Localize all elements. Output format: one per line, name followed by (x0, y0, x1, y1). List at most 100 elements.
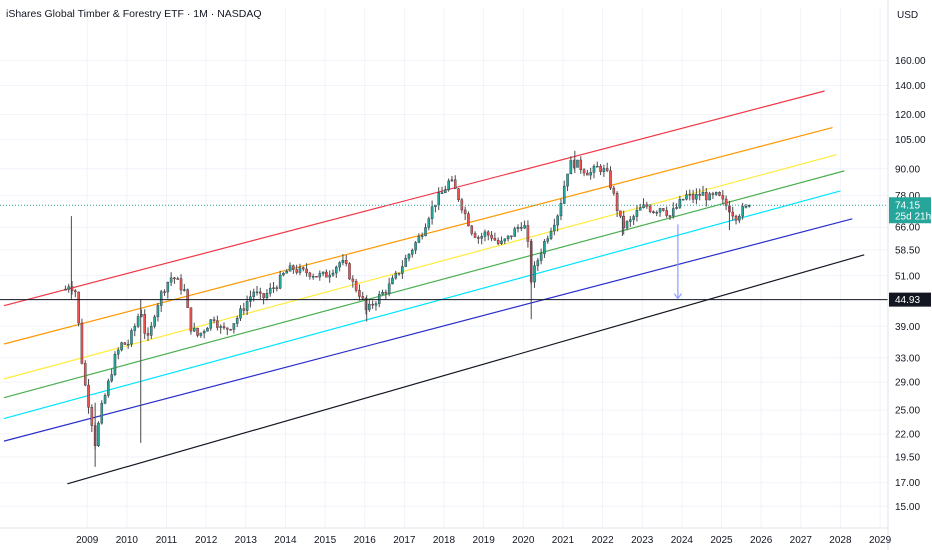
last-price-tag (889, 197, 931, 224)
candle-up (107, 380, 110, 396)
candle-down (163, 291, 166, 293)
candle-down (645, 204, 649, 207)
candle-up (553, 224, 556, 232)
x-tick-label: 2028 (829, 535, 852, 546)
candle-up (401, 266, 404, 274)
candle-down (734, 215, 738, 221)
candle-up (404, 258, 407, 267)
candle-down (711, 193, 715, 195)
x-tick-label: 2014 (274, 535, 297, 546)
candle-up (394, 272, 398, 279)
candle-down (605, 168, 609, 171)
candle-up (523, 225, 526, 229)
candle-down (457, 188, 460, 201)
candle-down (80, 322, 84, 364)
annotations (0, 204, 888, 301)
candle-up (268, 287, 272, 294)
candle-up (116, 349, 120, 355)
candle-up (110, 374, 113, 382)
candle-down (520, 227, 523, 229)
candle-up (232, 323, 236, 330)
candle-down (599, 165, 602, 172)
x-tick-label: 2029 (869, 535, 892, 546)
candle-down (301, 267, 305, 270)
candle-up (602, 168, 606, 172)
x-tick-label: 2020 (512, 535, 535, 546)
candle-up (549, 230, 553, 239)
price-axis[interactable]: 160.00 140.00 120.00 105.00 90.00 78.00 66.00 5… (887, 0, 931, 550)
candle-up (513, 228, 516, 237)
candle-up (338, 262, 341, 268)
candle-up (298, 267, 302, 273)
candle-down (698, 193, 701, 196)
candle-up (219, 326, 222, 328)
x-tick-label: 2022 (591, 535, 614, 546)
candle-up (589, 172, 592, 176)
candle-down (351, 278, 355, 282)
candle-up (658, 208, 662, 213)
candle-down (259, 291, 262, 294)
last-price-label: 74.15 (895, 200, 920, 211)
candle-up (539, 253, 543, 261)
candle-up (166, 281, 170, 293)
candle-down (467, 213, 470, 227)
candle-up (642, 204, 645, 208)
y-tick-label: 19.50 (895, 452, 920, 463)
candle-down (226, 327, 229, 330)
x-tick-label: 2025 (710, 535, 733, 546)
candle-down (586, 172, 589, 176)
candle-up (278, 274, 282, 289)
candle-down (361, 296, 365, 299)
candle-down (90, 407, 94, 426)
candle-down (579, 159, 583, 171)
x-tick-label: 2019 (473, 535, 496, 546)
time-axis[interactable]: 2009 2010 2011 2012 2013 2014 2015 2016 2017 2018… (0, 527, 892, 546)
candle-down (473, 233, 477, 238)
candle-down (493, 238, 497, 241)
candle-down (691, 194, 695, 200)
candle-up (420, 235, 424, 237)
y-tick-label: 58.50 (895, 245, 920, 256)
candle-down (463, 209, 467, 214)
y-tick-label: 78.00 (895, 191, 920, 202)
candle-up (503, 238, 507, 242)
candle-up (701, 191, 705, 196)
candle-up (328, 274, 331, 278)
candle-up (533, 265, 536, 283)
candle-down (582, 169, 586, 174)
candle-down (348, 263, 351, 280)
candle-down (179, 278, 183, 291)
candle-down (731, 211, 735, 217)
y-tick-label: 120.00 (895, 110, 926, 121)
candle-up (592, 165, 596, 173)
candle-up (741, 206, 744, 217)
candle-up (685, 194, 688, 200)
candle-down (721, 195, 725, 200)
candle-up (747, 205, 751, 207)
candle-down (262, 293, 265, 299)
candle-up (282, 273, 285, 276)
channel-line (3, 218, 853, 442)
candle-down (87, 384, 90, 408)
candle-up (450, 179, 454, 182)
candle-down (510, 235, 513, 238)
x-tick-label: 2009 (76, 535, 99, 546)
candle-down (146, 333, 150, 336)
candle-up (681, 198, 685, 201)
candle-down (196, 327, 199, 336)
candle-up (245, 301, 249, 311)
candle-up (67, 286, 70, 290)
candle-up (714, 192, 718, 195)
candle-up (655, 212, 659, 214)
candle-up (444, 189, 447, 193)
candle-up (562, 185, 566, 204)
candle-up (136, 316, 140, 327)
candle-up (318, 273, 322, 278)
candle-down (242, 308, 246, 311)
candle-up (288, 265, 292, 272)
x-tick-label: 2012 (195, 535, 218, 546)
candle-up (249, 296, 252, 302)
arrow-head (673, 293, 682, 300)
candle-up (126, 343, 130, 346)
